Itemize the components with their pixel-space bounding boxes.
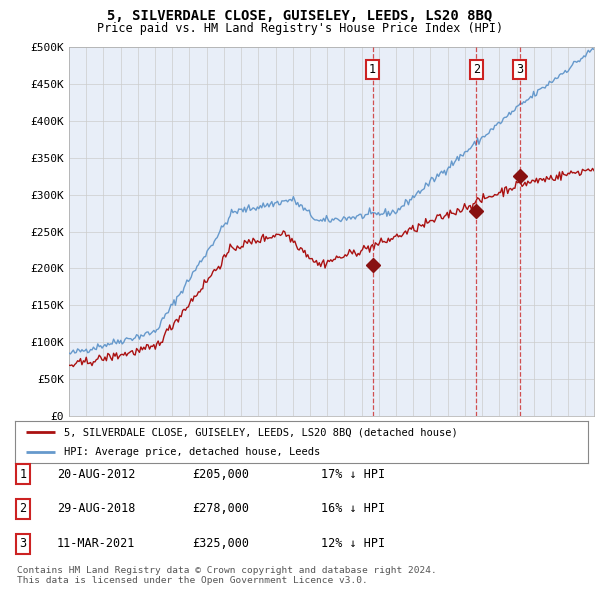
- Text: This data is licensed under the Open Government Licence v3.0.: This data is licensed under the Open Gov…: [17, 576, 368, 585]
- Text: 5, SILVERDALE CLOSE, GUISELEY, LEEDS, LS20 8BQ (detached house): 5, SILVERDALE CLOSE, GUISELEY, LEEDS, LS…: [64, 427, 457, 437]
- Text: 29-AUG-2018: 29-AUG-2018: [57, 502, 136, 515]
- Text: Price paid vs. HM Land Registry's House Price Index (HPI): Price paid vs. HM Land Registry's House …: [97, 22, 503, 35]
- Text: £325,000: £325,000: [192, 537, 249, 550]
- Text: £205,000: £205,000: [192, 468, 249, 481]
- Text: 12% ↓ HPI: 12% ↓ HPI: [321, 537, 385, 550]
- Text: 2: 2: [19, 502, 26, 515]
- Text: HPI: Average price, detached house, Leeds: HPI: Average price, detached house, Leed…: [64, 447, 320, 457]
- Text: 17% ↓ HPI: 17% ↓ HPI: [321, 468, 385, 481]
- Text: 3: 3: [19, 537, 26, 550]
- Text: Contains HM Land Registry data © Crown copyright and database right 2024.: Contains HM Land Registry data © Crown c…: [17, 566, 437, 575]
- Text: 11-MAR-2021: 11-MAR-2021: [57, 537, 136, 550]
- Text: 3: 3: [516, 64, 523, 77]
- Text: 1: 1: [369, 64, 376, 77]
- Text: 20-AUG-2012: 20-AUG-2012: [57, 468, 136, 481]
- Text: 16% ↓ HPI: 16% ↓ HPI: [321, 502, 385, 515]
- Text: 2: 2: [473, 64, 480, 77]
- Text: £278,000: £278,000: [192, 502, 249, 515]
- Text: 1: 1: [19, 468, 26, 481]
- Text: 5, SILVERDALE CLOSE, GUISELEY, LEEDS, LS20 8BQ: 5, SILVERDALE CLOSE, GUISELEY, LEEDS, LS…: [107, 9, 493, 23]
